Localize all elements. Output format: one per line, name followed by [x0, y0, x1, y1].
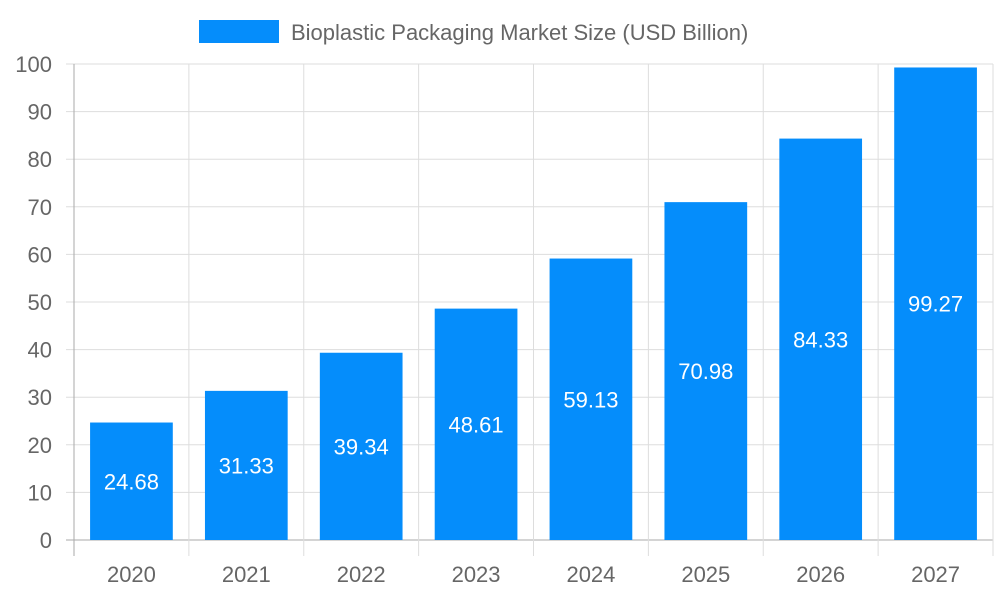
bar: [779, 138, 863, 540]
data-label: 48.61: [449, 412, 504, 437]
bar: [549, 258, 633, 540]
data-label: 31.33: [219, 453, 274, 478]
x-tick-label: 2025: [681, 562, 730, 587]
bars: 24.68 31.33 39.34 48.61 59.13 70.98 84.33 99.27: [90, 67, 977, 541]
x-tick-label: 2022: [337, 562, 386, 587]
y-tick-label: 10: [28, 480, 52, 505]
bar: [434, 308, 518, 540]
y-tick-label: 20: [28, 433, 52, 458]
data-label: 24.68: [104, 469, 159, 494]
x-tick-label: 2024: [566, 562, 615, 587]
data-label: 99.27: [908, 292, 963, 317]
bar: [90, 422, 173, 540]
x-tick-label: 2023: [452, 562, 501, 587]
data-label: 59.13: [563, 387, 618, 412]
x-tick-label: 2020: [107, 562, 156, 587]
legend-label: Bioplastic Packaging Market Size (USD Bi…: [291, 20, 748, 45]
legend[interactable]: Bioplastic Packaging Market Size (USD Bi…: [199, 20, 748, 45]
bar: [894, 67, 977, 541]
bar: [319, 352, 403, 540]
data-label: 39.34: [334, 434, 389, 459]
data-label: 84.33: [793, 327, 848, 352]
x-tick-label: 2027: [911, 562, 960, 587]
y-tick-label: 90: [28, 100, 52, 125]
y-tick-label: 70: [28, 195, 52, 220]
grid: [66, 63, 994, 556]
bar: [664, 202, 748, 540]
x-tick-label: 2021: [222, 562, 271, 587]
y-tick-label: 60: [28, 242, 52, 267]
y-tick-label: 0: [40, 528, 52, 553]
y-tick-label: 50: [28, 290, 52, 315]
y-tick-label: 100: [15, 52, 52, 77]
bar: [204, 390, 288, 540]
y-tick-label: 80: [28, 147, 52, 172]
axes: 0 10 20 30 40 50 60 70 80 90 100 2020 2021 2022 2023 20…: [15, 52, 960, 587]
y-tick-label: 30: [28, 385, 52, 410]
legend-swatch: [199, 20, 279, 43]
data-label: 70.98: [678, 359, 733, 384]
x-tick-label: 2026: [796, 562, 845, 587]
y-tick-label: 40: [28, 338, 52, 363]
